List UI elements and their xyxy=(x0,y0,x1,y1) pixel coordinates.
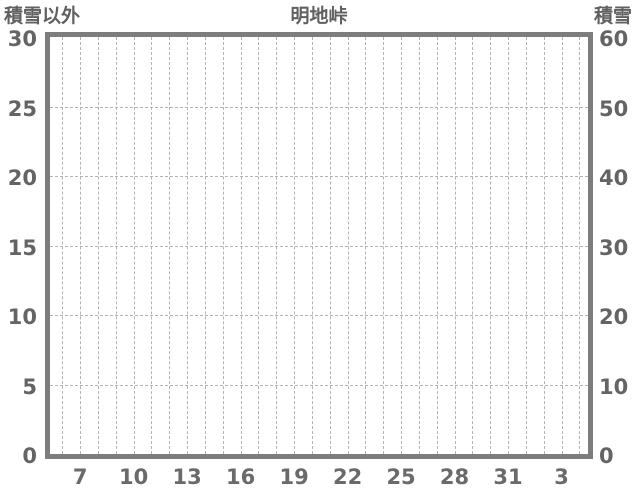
left-axis-tick-label: 5 xyxy=(22,374,37,399)
plot-area xyxy=(45,32,593,459)
horizontal-gridline xyxy=(50,315,588,316)
left-axis-tick-label: 25 xyxy=(7,96,37,121)
horizontal-gridline xyxy=(50,245,588,247)
x-axis-tick-label: 16 xyxy=(225,465,256,489)
x-axis-tick-label: 31 xyxy=(493,465,523,489)
chart-title: 明地峠 xyxy=(290,5,348,27)
right-axis-tick-label: 0 xyxy=(599,444,614,468)
right-axis-tick-label: 30 xyxy=(599,235,629,260)
horizontal-gridline xyxy=(50,106,588,108)
right-axis-tick-label: 20 xyxy=(599,305,629,329)
left-axis-title: 積雪以外 xyxy=(4,5,81,27)
x-axis-tick-label: 3 xyxy=(554,465,569,489)
left-axis-tick-label: 30 xyxy=(7,27,37,51)
left-axis-tick-label: 15 xyxy=(7,235,37,260)
x-axis-tick-label: 13 xyxy=(172,465,202,489)
x-axis-tick-label: 22 xyxy=(332,465,363,489)
x-axis-tick-label: 10 xyxy=(118,465,149,489)
right-axis-title: 積雪 xyxy=(593,5,632,27)
horizontal-gridline xyxy=(50,176,588,177)
left-axis-tick-label: 20 xyxy=(7,166,37,190)
x-axis-tick-label: 28 xyxy=(439,465,470,489)
x-axis-tick-label: 7 xyxy=(72,465,88,489)
right-axis-tick-label: 50 xyxy=(599,96,629,121)
right-axis-tick-label: 10 xyxy=(599,374,629,399)
right-axis-tick-label: 60 xyxy=(599,27,629,51)
left-axis-tick-label: 10 xyxy=(7,305,37,329)
x-axis-tick-label: 25 xyxy=(386,465,416,489)
x-axis-tick-label: 19 xyxy=(279,465,309,489)
left-axis-tick-label: 0 xyxy=(22,444,37,468)
right-axis-tick-label: 40 xyxy=(599,166,629,190)
horizontal-gridline xyxy=(50,384,588,386)
